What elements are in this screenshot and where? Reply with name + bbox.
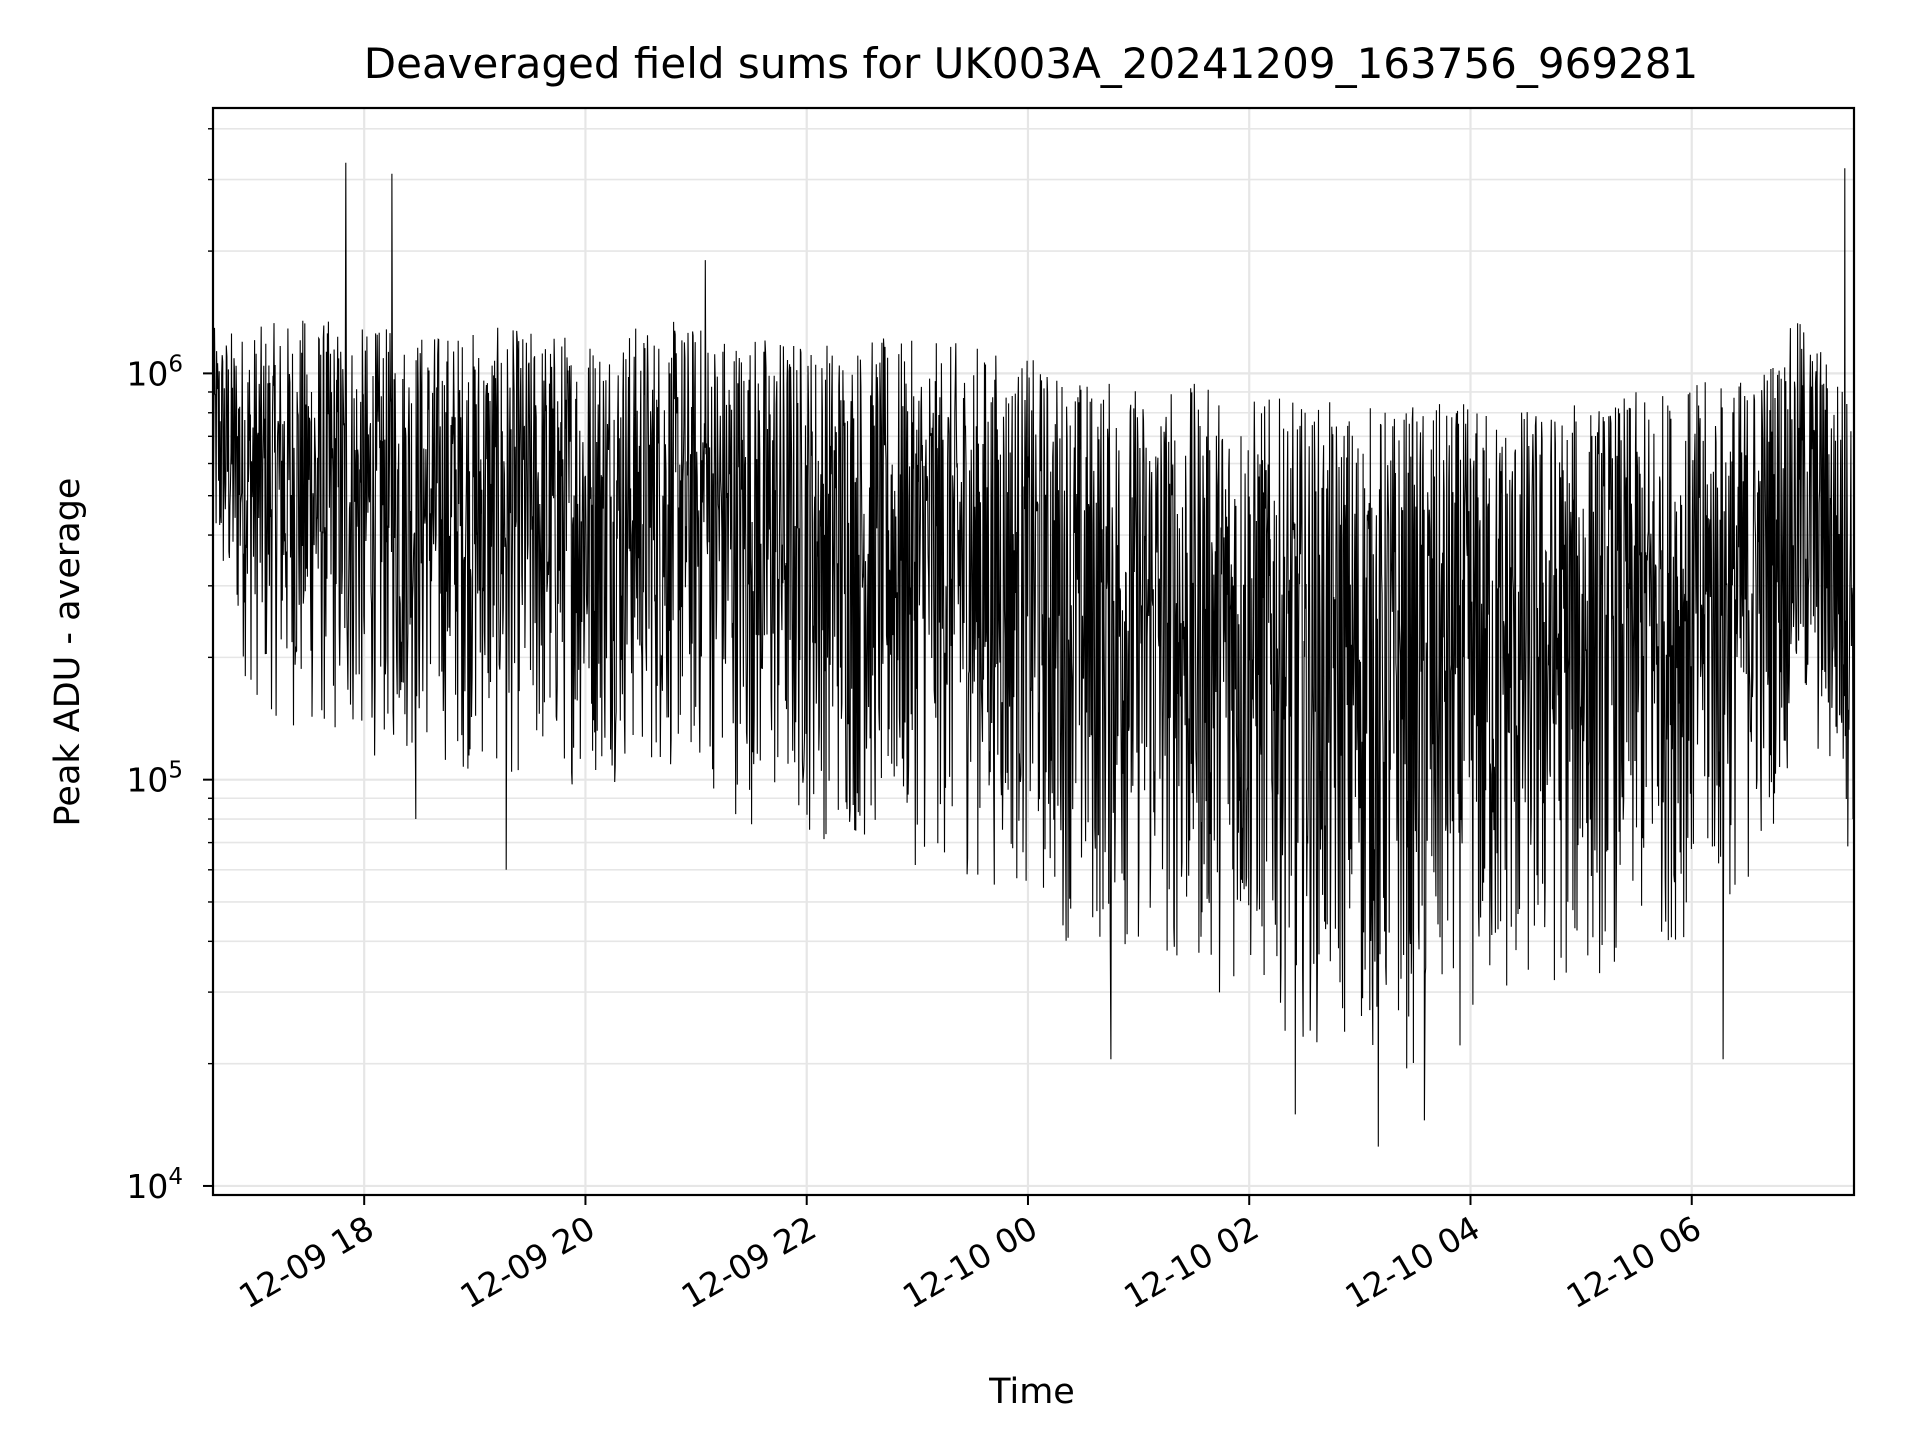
x-tick-label: 12-10 02	[1117, 1208, 1265, 1316]
x-tick-label: 12-09 22	[675, 1208, 823, 1316]
chart-title: Deaveraged field sums for UK003A_2024120…	[364, 39, 1698, 88]
series-line	[212, 162, 1855, 1147]
plot-frame	[211, 106, 1856, 1197]
x-tick-label: 12-09 20	[453, 1208, 601, 1316]
data-line	[212, 162, 1855, 1147]
x-tick-label: 12-10 04	[1338, 1208, 1486, 1316]
y-tick-label: 104	[126, 1164, 183, 1206]
y-axis: 104 105 106	[126, 128, 213, 1206]
y-tick-label: 106	[126, 351, 183, 393]
x-tick-label: 12-10 06	[1560, 1208, 1708, 1316]
x-axis: 12-09 18 12-09 20 12-09 22 12-10 00 12-10 02…	[232, 1195, 1708, 1316]
y-tick-label: 105	[126, 758, 183, 800]
x-axis-label: Time	[988, 1372, 1075, 1412]
x-tick-label: 12-10 00	[896, 1208, 1044, 1316]
y-axis-label: Peak ADU - average	[48, 478, 88, 827]
x-tick-label: 12-09 18	[232, 1208, 380, 1316]
